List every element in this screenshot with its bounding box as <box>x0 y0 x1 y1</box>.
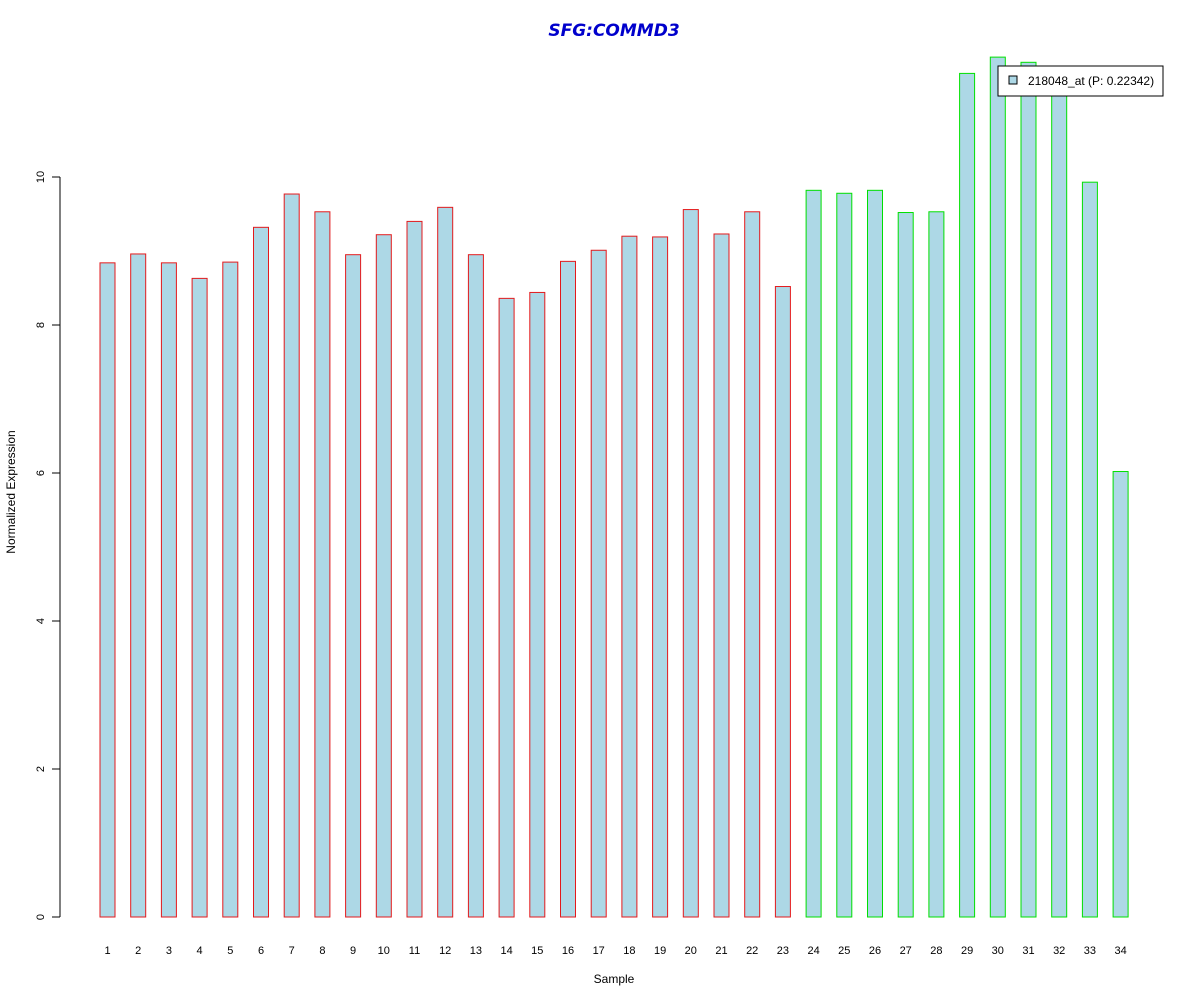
y-tick-label: 0 <box>35 914 47 920</box>
legend-box <box>997 65 1164 97</box>
x-tick-label: 20 <box>685 945 697 957</box>
x-tick-label: 27 <box>900 945 912 957</box>
bar-sample-15 <box>529 291 546 918</box>
bar-sample-27 <box>897 212 914 918</box>
x-tick-label: 32 <box>1053 945 1065 957</box>
chart-title: SFG:COMMD3 <box>548 21 679 41</box>
y-tick-label: 2 <box>35 766 47 772</box>
x-tick-label: 14 <box>500 945 512 957</box>
bar-sample-28 <box>928 211 945 918</box>
x-tick-label: 9 <box>350 945 356 957</box>
x-tick-label: 10 <box>378 945 390 957</box>
x-tick-label: 16 <box>562 945 574 957</box>
bar-sample-32 <box>1051 85 1068 918</box>
x-tick-label: 11 <box>409 945 420 957</box>
bar-sample-6 <box>253 226 269 918</box>
legend: 218048_at (P: 0.22342) <box>997 65 1164 97</box>
x-tick-label: 18 <box>623 945 635 957</box>
x-tick-label: 6 <box>258 945 264 957</box>
x-tick-label: 15 <box>531 945 543 957</box>
x-tick-label: 2 <box>135 945 141 957</box>
bar-sample-13 <box>467 254 484 918</box>
bars <box>99 56 1129 918</box>
bar-sample-29 <box>959 72 976 918</box>
bar-sample-18 <box>621 235 638 918</box>
bar-sample-11 <box>406 220 423 918</box>
bar-sample-23 <box>774 286 791 918</box>
x-tick-label: 25 <box>838 945 850 957</box>
bar-sample-33 <box>1081 181 1098 918</box>
y-ticks: 0 2 4 6 8 10 <box>35 171 60 920</box>
x-axis-label: Sample <box>594 972 635 986</box>
x-tick-label: 21 <box>715 945 727 957</box>
bar-sample-16 <box>560 260 576 918</box>
bar-sample-21 <box>713 233 730 918</box>
bar-sample-17 <box>590 249 607 918</box>
bar-sample-4 <box>191 277 208 918</box>
x-tick-label: 5 <box>227 945 233 957</box>
bar-sample-30 <box>989 56 1006 918</box>
bar-sample-22 <box>744 211 761 918</box>
x-tick-label: 8 <box>319 945 325 957</box>
bar-sample-9 <box>345 254 362 918</box>
x-tick-label: 1 <box>104 945 110 957</box>
x-tick-label: 34 <box>1114 945 1126 957</box>
x-tick-label: 31 <box>1022 945 1034 957</box>
bar-sample-19 <box>652 236 669 918</box>
x-tick-label: 12 <box>439 945 451 957</box>
y-tick-label: 10 <box>35 171 47 183</box>
x-tick-label: 4 <box>197 945 203 957</box>
bar-sample-10 <box>375 234 392 918</box>
bar-sample-3 <box>160 262 177 918</box>
x-tick-label: 17 <box>593 945 605 957</box>
x-tick-label: 13 <box>470 945 482 957</box>
bar-sample-14 <box>498 297 515 918</box>
x-tick-label: 23 <box>777 945 789 957</box>
x-tick-label: 29 <box>961 945 973 957</box>
x-tick-label: 33 <box>1084 945 1096 957</box>
bar-sample-8 <box>314 211 331 918</box>
bar-sample-25 <box>836 192 853 918</box>
y-tick-label: 4 <box>35 618 47 624</box>
y-tick-label: 8 <box>35 322 47 328</box>
x-tick-label: 26 <box>869 945 881 957</box>
bar-sample-2 <box>130 253 147 918</box>
x-tick-labels: 1 2 3 4 5 6 7 8 9 10 11 12 13 14 15 16 17 18 19 20 21 22 23 24 2… <box>104 945 1126 957</box>
bar-sample-5 <box>222 261 239 918</box>
x-tick-label: 7 <box>289 945 295 957</box>
legend-swatch <box>1008 75 1018 85</box>
x-tick-label: 28 <box>930 945 942 957</box>
y-axis-label: Normalized Expression <box>4 430 18 553</box>
x-tick-label: 22 <box>746 945 758 957</box>
bar-sample-7 <box>283 193 300 918</box>
bar-sample-20 <box>682 209 699 918</box>
bar-sample-31 <box>1020 61 1037 918</box>
bar-sample-34 <box>1112 471 1129 918</box>
x-tick-label: 19 <box>654 945 666 957</box>
x-tick-label: 3 <box>166 945 172 957</box>
bar-sample-24 <box>805 189 822 918</box>
bar-sample-1 <box>99 262 116 918</box>
bar-sample-12 <box>437 206 454 918</box>
bar-sample-26 <box>867 189 883 918</box>
legend-label: 218048_at (P: 0.22342) <box>1028 74 1154 88</box>
x-tick-label: 30 <box>992 945 1004 957</box>
y-tick-label: 6 <box>35 470 47 476</box>
x-tick-label: 24 <box>807 945 819 957</box>
